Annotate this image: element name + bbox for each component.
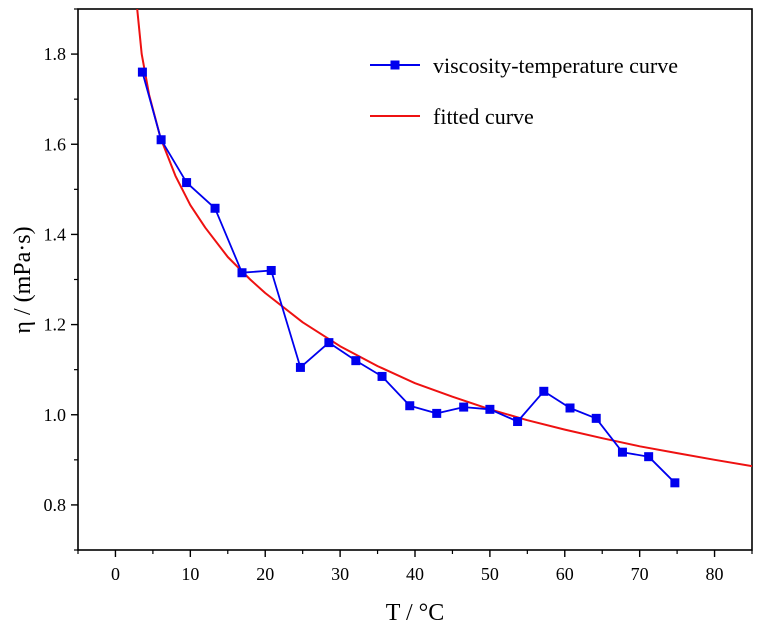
viscosity-data-point [459,402,469,412]
viscosity-data-point [565,403,575,413]
legend-marker-viscosity [390,60,400,70]
y-tick-label: 1.2 [44,315,67,335]
viscosity-data-point [351,356,361,366]
x-tick-label: 60 [556,564,574,584]
viscosity-data-point [405,401,415,411]
y-tick-label: 1.8 [44,44,67,64]
y-tick-label: 0.8 [44,495,67,515]
viscosity-data-point [670,478,680,488]
legend: viscosity-temperature curve fitted curve [370,53,678,129]
x-tick-label: 70 [631,564,649,584]
x-tick-label: 80 [706,564,724,584]
viscosity-data-point [377,371,387,381]
tick-labels: 0 10 20 30 40 50 60 70 80 0.8 1.0 1.2 1.4 1.6 1.8 [44,44,724,584]
y-tick-label: 1.4 [44,224,67,244]
plot-frame [77,8,753,551]
viscosity-data-point [237,268,247,278]
viscosity-data-point [617,447,627,457]
viscosity-data-point [137,67,147,77]
viscosity-data-point [591,413,601,423]
x-tick-label: 10 [181,564,199,584]
x-tick-label: 20 [256,564,274,584]
y-tick-label: 1.0 [44,405,67,425]
legend-label-fitted: fitted curve [433,104,534,129]
viscosity-data-point [210,203,220,213]
viscosity-data-point [513,417,523,427]
viscosity-data-point [485,404,495,414]
x-tick-label: 0 [111,564,120,584]
viscosity-data-point [644,452,654,462]
x-tick-label: 40 [406,564,424,584]
axis-ticks [71,8,753,557]
viscosity-data-point [266,265,276,275]
viscosity-data-point [295,362,305,372]
y-tick-label: 1.6 [44,134,67,154]
x-tick-label: 50 [481,564,499,584]
x-axis-title: T / °C [386,600,445,626]
viscosity-data-point [182,178,192,188]
viscosity-data-point [432,408,442,418]
viscosity-data-point [324,338,334,348]
viscosity-data-point [539,386,549,396]
y-axis-title: η / (mPa·s) [10,226,36,333]
series-layer [136,9,752,488]
x-tick-label: 30 [331,564,349,584]
viscosity-data-point [156,135,166,145]
legend-label-viscosity: viscosity-temperature curve [433,53,678,78]
